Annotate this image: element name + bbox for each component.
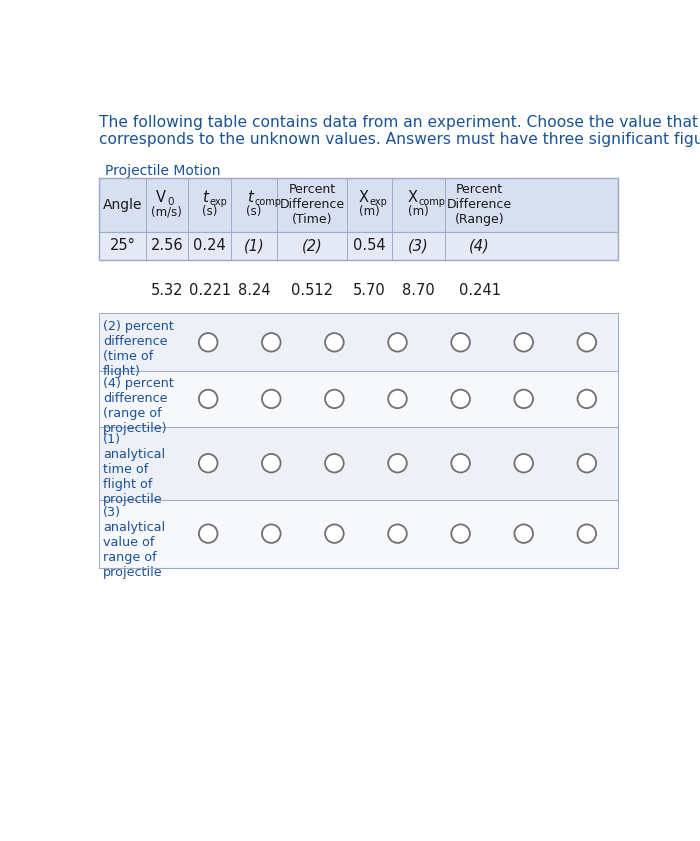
Ellipse shape [325, 389, 344, 408]
Text: 5.32: 5.32 [150, 283, 183, 298]
Text: exp: exp [370, 197, 388, 207]
Ellipse shape [452, 454, 470, 473]
Text: (1)
analytical
time of
flight of
projectile: (1) analytical time of flight of project… [103, 433, 165, 505]
Bar [99, 500, 618, 568]
Bar [99, 178, 618, 260]
Text: V: V [156, 190, 166, 205]
Ellipse shape [452, 389, 470, 408]
Ellipse shape [325, 525, 344, 543]
Text: 8.70: 8.70 [402, 283, 435, 298]
Bar [99, 232, 618, 260]
Text: 0.241: 0.241 [458, 283, 500, 298]
Bar [99, 426, 618, 500]
Text: 25°: 25° [109, 238, 135, 253]
Ellipse shape [262, 389, 281, 408]
Ellipse shape [199, 454, 218, 473]
Text: (2): (2) [302, 238, 323, 253]
Text: 0.54: 0.54 [354, 238, 386, 253]
Text: (4) percent
difference
(range of
projectile): (4) percent difference (range of project… [103, 378, 174, 436]
Text: (s): (s) [246, 205, 262, 219]
Text: 5.70: 5.70 [354, 283, 386, 298]
Text: (2) percent
difference
(time of
flight): (2) percent difference (time of flight) [103, 320, 174, 378]
Text: The following table contains data from an experiment. Choose the value that: The following table contains data from a… [99, 114, 698, 130]
Text: 8.24: 8.24 [238, 283, 270, 298]
Ellipse shape [389, 389, 407, 408]
Ellipse shape [452, 333, 470, 352]
Bar [99, 178, 618, 232]
Text: Projectile Motion: Projectile Motion [104, 164, 220, 178]
Ellipse shape [262, 454, 281, 473]
Ellipse shape [578, 454, 596, 473]
Text: (3): (3) [408, 238, 429, 253]
Text: Percent
Difference
(Range): Percent Difference (Range) [447, 183, 512, 226]
Text: (1): (1) [244, 238, 265, 253]
Text: t: t [246, 190, 253, 205]
Text: (s): (s) [202, 205, 217, 219]
Ellipse shape [514, 333, 533, 352]
Text: (4): (4) [469, 238, 490, 253]
Text: Percent
Difference
(Time): Percent Difference (Time) [280, 183, 345, 226]
Ellipse shape [578, 389, 596, 408]
Text: (3)
analytical
value of
range of
projectile: (3) analytical value of range of project… [103, 506, 165, 579]
Ellipse shape [199, 389, 218, 408]
Ellipse shape [389, 525, 407, 543]
Text: comp: comp [419, 197, 445, 207]
Ellipse shape [514, 389, 533, 408]
Bar [99, 371, 618, 426]
Ellipse shape [199, 333, 218, 352]
Ellipse shape [578, 333, 596, 352]
Text: 0: 0 [167, 197, 174, 207]
Ellipse shape [325, 454, 344, 473]
Ellipse shape [262, 525, 281, 543]
Ellipse shape [262, 333, 281, 352]
Ellipse shape [389, 454, 407, 473]
Text: 0.221: 0.221 [188, 283, 230, 298]
Text: X: X [407, 190, 418, 205]
Bar [99, 314, 618, 371]
Ellipse shape [452, 525, 470, 543]
Text: 2.56: 2.56 [150, 238, 183, 253]
Text: (m/s): (m/s) [151, 205, 183, 219]
Text: Angle: Angle [103, 198, 142, 212]
Ellipse shape [325, 333, 344, 352]
Ellipse shape [578, 525, 596, 543]
Ellipse shape [514, 454, 533, 473]
Text: (m): (m) [408, 205, 429, 219]
Text: exp: exp [209, 197, 228, 207]
Text: 0.512: 0.512 [291, 283, 333, 298]
Text: X: X [359, 190, 369, 205]
Text: corresponds to the unknown values. Answers must have three significant figures.: corresponds to the unknown values. Answe… [99, 132, 700, 146]
Text: 0.24: 0.24 [193, 238, 226, 253]
Ellipse shape [389, 333, 407, 352]
Text: t: t [202, 190, 208, 205]
Ellipse shape [514, 525, 533, 543]
Text: (m): (m) [359, 205, 380, 219]
Ellipse shape [199, 525, 218, 543]
Text: comp: comp [254, 197, 281, 207]
